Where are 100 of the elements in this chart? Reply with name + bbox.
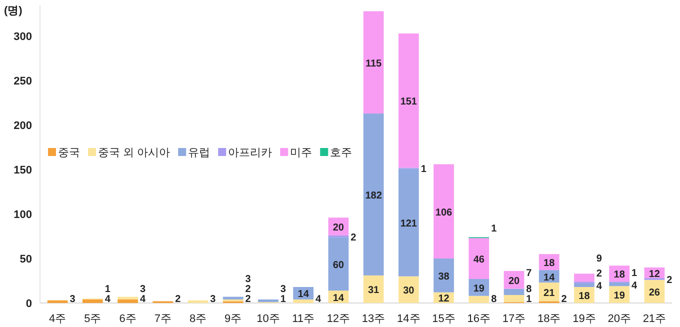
data-label: 31 — [368, 285, 380, 296]
data-label: 4 — [316, 294, 322, 305]
bar — [293, 299, 314, 303]
bar — [363, 114, 384, 276]
legend: 아프리카 — [218, 147, 272, 159]
data-label: 1 — [280, 294, 286, 305]
y-axis-title: (명) — [4, 5, 23, 17]
data-label: 2 — [666, 274, 673, 286]
bar — [222, 296, 244, 300]
data-label: 1 — [526, 294, 532, 305]
legend: 중국 — [48, 147, 80, 159]
bar — [468, 238, 490, 279]
data-label: 19 — [614, 290, 626, 302]
data-label: 14 — [544, 272, 556, 284]
x-tick-label: 10주 — [256, 313, 280, 325]
bar — [398, 33, 419, 168]
data-label: 46 — [473, 254, 485, 266]
bar — [118, 299, 138, 303]
legend: 미주 — [280, 147, 312, 159]
bar — [258, 299, 278, 302]
data-label: 2 — [175, 294, 182, 305]
bar — [609, 282, 630, 286]
data-label: 8 — [526, 284, 532, 295]
data-label: 18 — [544, 258, 556, 270]
y-tick-label: 0 — [26, 298, 32, 310]
x-tick-label: 19주 — [572, 313, 596, 325]
data-label: 2 — [561, 294, 568, 305]
data-label: 2 — [596, 268, 602, 280]
x-tick-label: 4주 — [48, 313, 66, 325]
data-label: 3 — [70, 294, 76, 305]
x-tick-label: 12주 — [326, 313, 350, 325]
bar — [398, 168, 419, 276]
data-label: 1 — [491, 224, 498, 235]
legend: 호주 — [320, 147, 352, 159]
data-label: 4 — [140, 294, 146, 305]
data-label: 21 — [544, 288, 556, 299]
legend-label: 미주 — [290, 147, 312, 159]
bar — [574, 274, 594, 282]
data-label: 4 — [104, 294, 111, 305]
x-tick-label: 9주 — [224, 313, 242, 325]
bar — [574, 283, 594, 287]
x-tick-label: 7주 — [154, 313, 172, 325]
data-label: 4 — [596, 281, 602, 292]
x-tick-label: 14주 — [397, 313, 420, 325]
data-label: 3 — [245, 274, 252, 285]
data-label: 151 — [400, 96, 418, 108]
x-tick-label: 6주 — [119, 313, 136, 325]
data-label: 20 — [332, 222, 344, 234]
bar — [468, 296, 490, 303]
x-tick-label: 11주 — [292, 313, 315, 325]
x-tick-label: 13주 — [362, 313, 386, 325]
data-label: 38 — [438, 271, 450, 282]
legend-label: 아프리카 — [228, 147, 272, 159]
bar — [363, 275, 384, 303]
data-label: 2 — [245, 284, 252, 295]
data-label: 1 — [104, 284, 111, 295]
bar — [47, 300, 68, 303]
bar — [118, 296, 138, 300]
bar — [504, 288, 524, 295]
data-label: 12 — [648, 268, 660, 280]
bar — [398, 276, 419, 303]
bar — [434, 164, 454, 259]
data-label: 3 — [280, 284, 286, 295]
data-label: 18 — [578, 290, 590, 302]
bar — [188, 300, 208, 303]
data-label: 26 — [648, 287, 660, 298]
data-label: 2 — [350, 232, 357, 244]
data-label: 4 — [632, 280, 638, 292]
bar — [434, 258, 454, 292]
data-label: 3 — [210, 294, 216, 305]
data-label: 121 — [400, 218, 418, 230]
x-tick-label: 17주 — [502, 313, 526, 325]
data-label: 106 — [435, 207, 453, 218]
y-tick-label: 250 — [14, 76, 32, 88]
data-label: 1 — [420, 164, 427, 176]
legend-label: 중국 — [58, 147, 80, 159]
data-label: 18 — [614, 270, 626, 281]
legend: 중국 외 아시아 — [88, 147, 170, 159]
legend: 유럽 — [178, 147, 210, 159]
y-tick-label: 300 — [14, 31, 32, 44]
y-tick-label: 150 — [14, 164, 32, 177]
data-label: 1 — [632, 268, 638, 280]
x-tick-label: 16주 — [467, 313, 491, 325]
y-tick-label: 100 — [14, 209, 32, 222]
y-tick-label: 200 — [14, 120, 32, 132]
x-tick-label: 8주 — [189, 313, 207, 325]
bar — [363, 11, 384, 114]
data-label: 19 — [473, 283, 485, 294]
legend-label: 유럽 — [188, 147, 210, 159]
data-label: 14 — [298, 289, 310, 300]
data-label: 20 — [508, 276, 520, 287]
data-label: 9 — [596, 254, 602, 265]
x-tick-label: 18주 — [537, 313, 561, 325]
x-tick-label: 20주 — [608, 313, 631, 325]
x-tick-label: 5주 — [84, 313, 102, 325]
x-tick-label: 21주 — [642, 313, 666, 325]
legend-label: 호주 — [330, 147, 352, 159]
data-label: 182 — [365, 190, 382, 202]
data-label: 2 — [245, 294, 252, 305]
data-label: 3 — [140, 284, 146, 295]
